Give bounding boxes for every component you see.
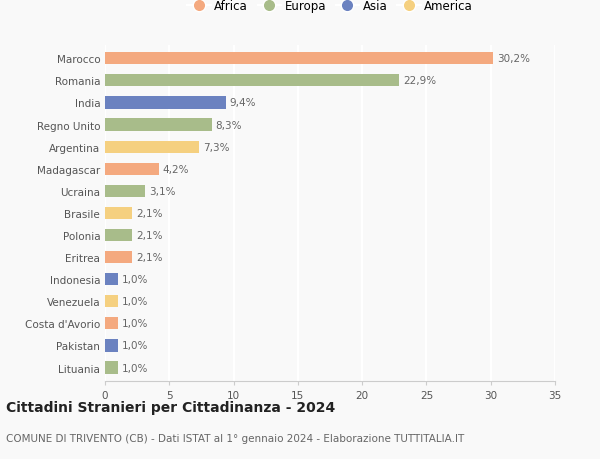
Text: 4,2%: 4,2% <box>163 164 190 174</box>
Bar <box>105 230 132 241</box>
Bar <box>105 119 212 131</box>
Bar <box>105 340 118 352</box>
Bar <box>105 362 118 374</box>
Bar <box>105 53 493 65</box>
Text: 7,3%: 7,3% <box>203 142 229 152</box>
Text: 1,0%: 1,0% <box>122 363 148 373</box>
Text: 1,0%: 1,0% <box>122 274 148 285</box>
Bar <box>105 274 118 285</box>
Text: 8,3%: 8,3% <box>215 120 242 130</box>
Legend: Africa, Europa, Asia, America: Africa, Europa, Asia, America <box>187 0 473 13</box>
Bar <box>105 296 118 308</box>
Bar <box>105 252 132 263</box>
Bar <box>105 318 118 330</box>
Bar <box>105 207 132 219</box>
Text: 1,0%: 1,0% <box>122 319 148 329</box>
Text: 2,1%: 2,1% <box>136 230 163 241</box>
Text: 2,1%: 2,1% <box>136 252 163 263</box>
Text: COMUNE DI TRIVENTO (CB) - Dati ISTAT al 1° gennaio 2024 - Elaborazione TUTTITALI: COMUNE DI TRIVENTO (CB) - Dati ISTAT al … <box>6 433 464 442</box>
Bar <box>105 75 400 87</box>
Text: Cittadini Stranieri per Cittadinanza - 2024: Cittadini Stranieri per Cittadinanza - 2… <box>6 400 335 414</box>
Bar <box>105 163 159 175</box>
Bar <box>105 141 199 153</box>
Text: 1,0%: 1,0% <box>122 341 148 351</box>
Text: 3,1%: 3,1% <box>149 186 175 196</box>
Text: 30,2%: 30,2% <box>497 54 530 64</box>
Text: 1,0%: 1,0% <box>122 297 148 307</box>
Text: 2,1%: 2,1% <box>136 208 163 218</box>
Text: 22,9%: 22,9% <box>403 76 436 86</box>
Bar <box>105 185 145 197</box>
Bar <box>105 97 226 109</box>
Text: 9,4%: 9,4% <box>230 98 256 108</box>
